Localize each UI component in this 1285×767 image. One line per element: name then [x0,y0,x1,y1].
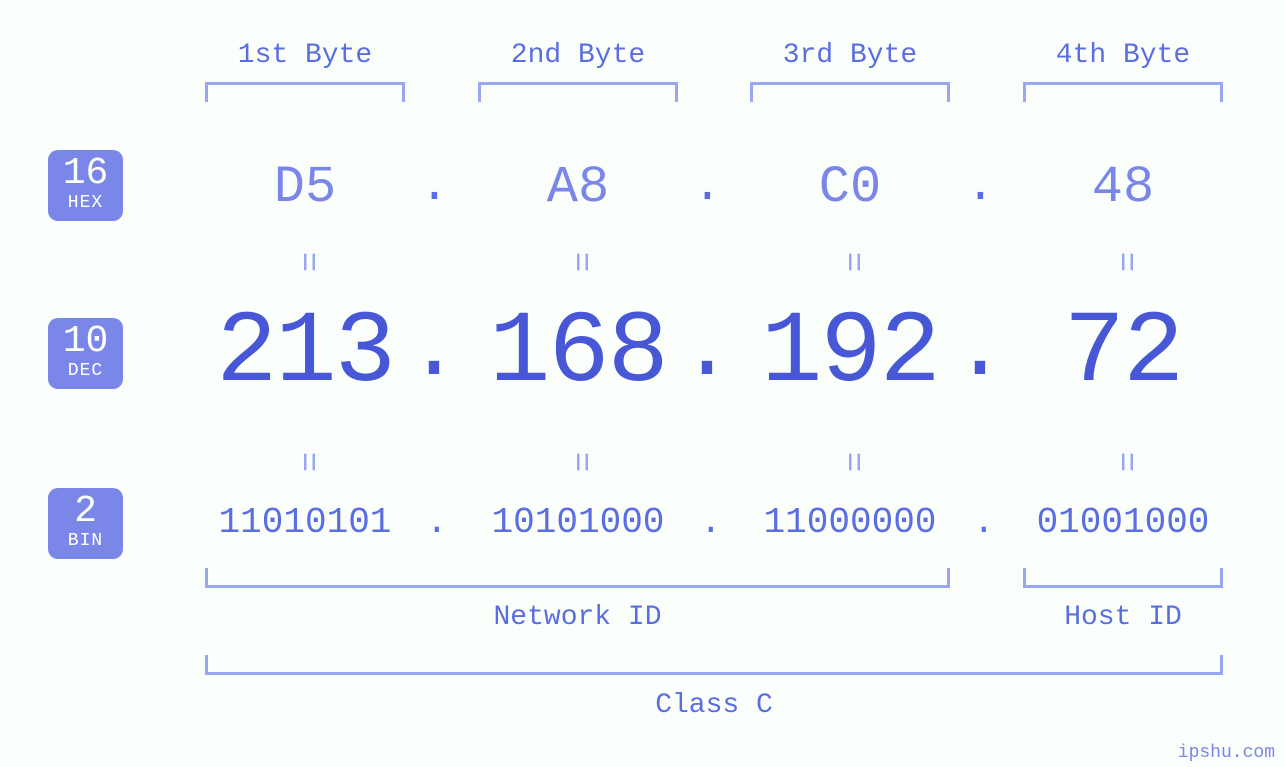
byte-label-3: 3rd Byte [750,40,950,71]
watermark: ipshu.com [1178,743,1275,763]
bin-dot-2: . [700,502,722,543]
dec-byte-1: 213 [185,295,425,411]
hex-dot-2: . [693,160,722,214]
dec-byte-2: 168 [458,295,698,411]
equals-1-3: = [832,252,870,272]
host-id-bracket [1023,568,1223,588]
bin-byte-2: 10101000 [448,502,708,543]
hex-byte-2: A8 [478,158,678,217]
equals-2-1: = [287,452,325,472]
badge-hex-base: 16 [48,154,123,194]
hex-byte-1: D5 [205,158,405,217]
hex-byte-4: 48 [1023,158,1223,217]
hex-dot-1: . [420,160,449,214]
byte-label-4: 4th Byte [1023,40,1223,71]
badge-bin: 2 BIN [48,488,123,559]
network-id-bracket [205,568,950,588]
bin-dot-3: . [973,502,995,543]
bin-byte-1: 11010101 [175,502,435,543]
dec-dot-2: . [680,300,734,402]
top-bracket-2 [478,82,678,102]
top-bracket-3 [750,82,950,102]
badge-dec-name: DEC [48,362,123,381]
top-bracket-1 [205,82,405,102]
bin-byte-3: 11000000 [720,502,980,543]
byte-label-2: 2nd Byte [478,40,678,71]
bin-dot-1: . [426,502,448,543]
class-bracket [205,655,1223,675]
dec-dot-3: . [953,300,1007,402]
badge-hex: 16 HEX [48,150,123,221]
badge-bin-name: BIN [48,532,123,551]
network-id-label: Network ID [205,602,950,633]
dec-byte-3: 192 [730,295,970,411]
hex-byte-3: C0 [750,158,950,217]
badge-dec-base: 10 [48,322,123,362]
badge-dec: 10 DEC [48,318,123,389]
host-id-label: Host ID [1023,602,1223,633]
equals-2-3: = [832,452,870,472]
hex-dot-3: . [966,160,995,214]
equals-2-2: = [560,452,598,472]
badge-hex-name: HEX [48,194,123,213]
dec-byte-4: 72 [1003,295,1243,411]
badge-bin-base: 2 [48,492,123,532]
dec-dot-1: . [407,300,461,402]
equals-2-4: = [1105,452,1143,472]
equals-1-2: = [560,252,598,272]
bin-byte-4: 01001000 [993,502,1253,543]
class-label: Class C [205,690,1223,721]
equals-1-1: = [287,252,325,272]
byte-label-1: 1st Byte [205,40,405,71]
top-bracket-4 [1023,82,1223,102]
equals-1-4: = [1105,252,1143,272]
